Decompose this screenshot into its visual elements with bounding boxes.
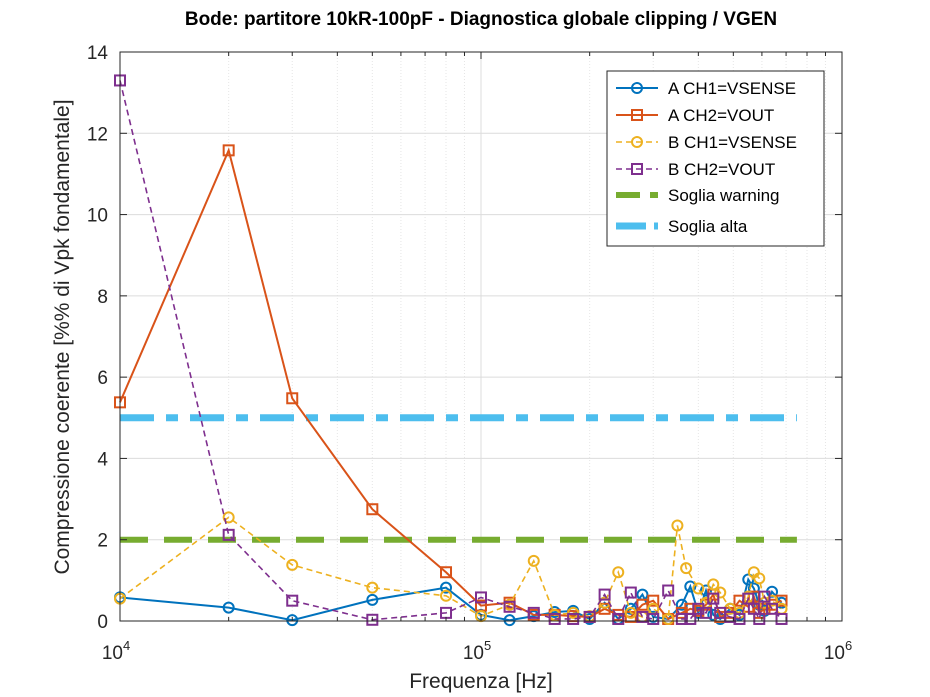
data-point [567, 606, 580, 619]
legend-label: Soglia alta [668, 217, 748, 236]
legend-entry: Soglia alta [616, 217, 748, 236]
data-point [612, 612, 625, 625]
axes [119, 51, 843, 622]
y-tick-label: 8 [97, 287, 108, 308]
legend-label: A CH1=VSENSE [668, 79, 796, 98]
data-point [707, 578, 720, 591]
series-line [119, 80, 783, 622]
data-point [714, 586, 727, 599]
y-tick-label: 14 [87, 43, 109, 64]
legend-entry: Soglia warning [616, 186, 780, 205]
data-point [286, 558, 299, 571]
data-point [286, 614, 299, 627]
legend-marker [631, 163, 643, 175]
y-tick-label: 10 [87, 206, 108, 227]
y-tick-label: 2 [97, 531, 108, 552]
data-point [567, 612, 580, 625]
data-point [527, 606, 540, 619]
data-point [684, 580, 697, 593]
data-point [742, 573, 755, 586]
legend-label: B CH2=VOUT [668, 160, 775, 179]
data-point [707, 592, 720, 605]
data-point [699, 606, 712, 619]
y-tick-label: 12 [87, 124, 108, 145]
data-point [647, 612, 660, 625]
data-point [503, 614, 516, 627]
data-point [366, 593, 379, 606]
y-tick-label: 4 [97, 449, 108, 470]
legend: A CH1=VSENSE A CH2=VOUT B CH1=VSENSE B CH2=… [606, 70, 825, 247]
data-point [440, 566, 453, 579]
data-point [222, 511, 235, 524]
data-point [548, 612, 561, 625]
data-point [366, 581, 379, 594]
data-point [733, 612, 746, 625]
y-axis-label: Compressione coerente [%% di Vpk fondame… [51, 99, 74, 574]
data-point [366, 613, 379, 626]
data-point [286, 594, 299, 607]
data-point [671, 519, 684, 532]
data-point [612, 566, 625, 579]
legend-entry: A CH1=VSENSE [616, 79, 796, 98]
x-tick-label: 104 [102, 638, 130, 664]
data-point [440, 581, 453, 594]
data-point [624, 606, 637, 619]
legend-entry: A CH2=VOUT [616, 106, 774, 125]
legend-label: Soglia warning [668, 186, 780, 205]
legend-marker [631, 82, 643, 94]
data-point [753, 612, 766, 625]
x-axis-label: Frequenza [Hz] [409, 670, 553, 693]
data-point [758, 590, 771, 603]
data-point [680, 562, 693, 575]
data-point [662, 584, 675, 597]
data-point [675, 612, 688, 625]
legend-entry: B CH1=VSENSE [616, 133, 797, 152]
data-point [222, 528, 235, 541]
data-point [692, 582, 705, 595]
data-point [527, 554, 540, 567]
data-point [624, 602, 637, 615]
legend-label: A CH2=VOUT [668, 106, 774, 125]
y-tick-label: 0 [97, 612, 108, 633]
data-point [440, 589, 453, 602]
data-point [583, 610, 596, 623]
x-tick-label: 106 [824, 638, 852, 664]
data-point [475, 591, 487, 604]
legend-marker [631, 136, 643, 148]
data-point [503, 600, 516, 613]
y-tick-label: 6 [97, 368, 108, 389]
data-point [662, 612, 675, 625]
legend-marker [631, 109, 643, 121]
data-point [766, 602, 779, 615]
data-point [366, 503, 379, 516]
data-point [286, 392, 299, 405]
data-point [753, 572, 766, 585]
data-point [684, 612, 697, 625]
chart-title: Bode: partitore 10kR-100pF - Diagnostica… [185, 9, 777, 30]
data-point [598, 602, 611, 615]
legend-label: B CH1=VSENSE [668, 133, 797, 152]
legend-box [606, 70, 825, 247]
data-point [222, 144, 235, 157]
data-point [222, 601, 235, 614]
data-point [624, 586, 637, 599]
legend-entry: B CH2=VOUT [616, 160, 775, 179]
x-tick-label: 105 [463, 638, 491, 664]
tick-labels: 104 105 106 0 2 4 6 8 10 12 14 [87, 43, 852, 664]
data-point [647, 594, 660, 607]
data-point [598, 588, 611, 601]
